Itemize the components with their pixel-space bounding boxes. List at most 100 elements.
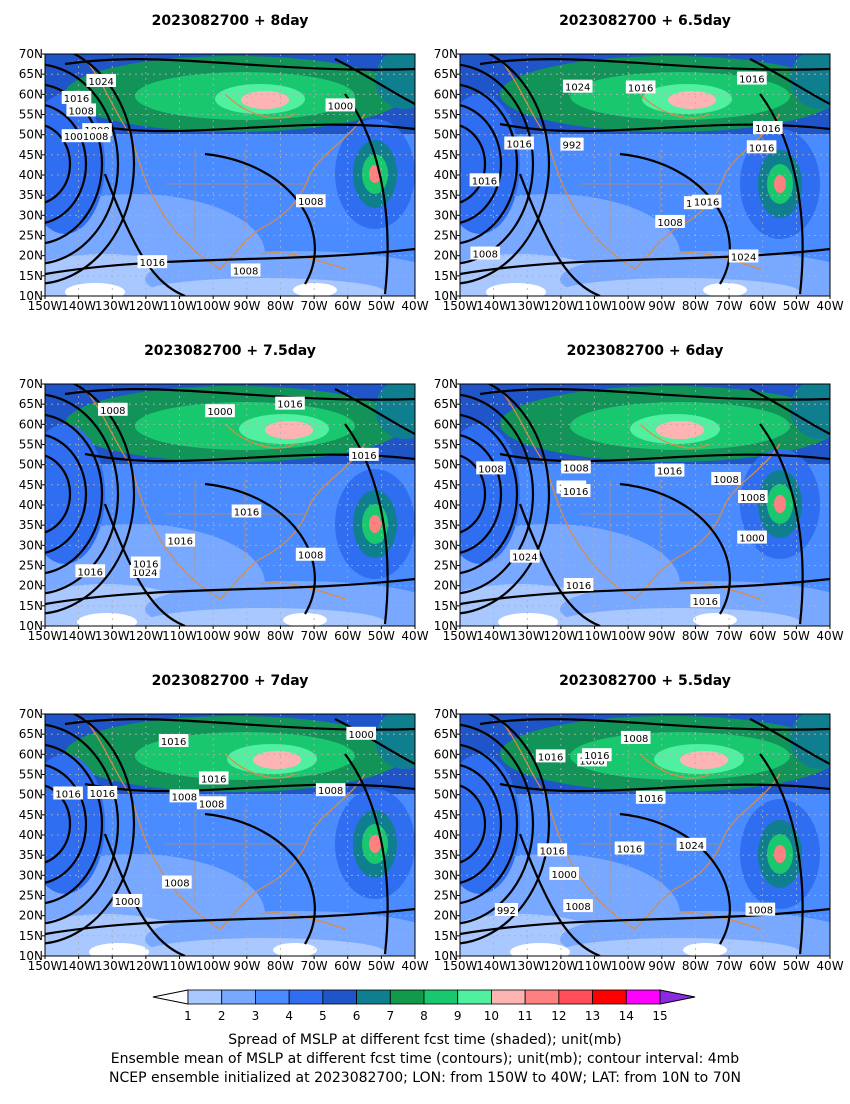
contour-label-box [635,790,666,804]
contour-label: 1016 [277,400,302,411]
contour-label: 992 [497,906,516,917]
shade-white-patch-1 [89,943,149,956]
contour-label-box [738,490,768,504]
y-tick-label: 55N [19,438,43,452]
y-tick-label: 70N [434,47,458,61]
y-tick-label: 55N [434,108,458,122]
isobar-pacific-high [45,83,104,245]
x-tick-label: 130W [510,629,545,643]
y-tick-label: 65N [434,397,458,411]
isobar-north-1 [479,58,830,71]
shade-white-patch-2 [683,943,727,956]
contour-label: 1000 [207,407,232,418]
isobar-atlantic [344,753,389,955]
y-tick-label: 30N [19,868,43,882]
colorbar-tick-label: 6 [353,1009,361,1023]
isobar-atlantic [759,93,804,295]
y-tick-label: 35N [434,188,458,202]
x-tick-label: 40W [816,299,843,313]
colorbar-tick-label: 2 [218,1009,226,1023]
contour-label: 1016 [563,487,588,498]
contour-label-box [61,90,92,104]
y-tick-label: 60N [434,87,458,101]
x-tick-label: 50W [783,629,810,643]
contour-label: 1008 [233,266,258,277]
contour-label: 1016 [55,789,80,800]
colorbar-swatch [423,989,459,1005]
y-tick-label: 60N [434,417,458,431]
isobar-south [45,247,415,276]
x-tick-label: 100W [611,629,646,643]
isobar-central [619,812,731,945]
x-tick-label: 110W [577,959,612,973]
y-tick-label: 30N [19,538,43,552]
x-tick-label: 50W [783,959,810,973]
isobar-pacific-high [460,743,519,905]
y-tick-label: 30N [434,538,458,552]
contour-label-box [98,402,128,416]
map-panel-4: 1016100010081024100810081008101610161016… [434,343,844,643]
contour-label: 1008 [563,463,588,474]
y-tick-label: 60N [434,747,458,761]
y-tick-label: 70N [19,707,43,721]
colorbar-tick-label: 13 [585,1009,600,1023]
contour-label-box [196,796,227,810]
x-tick-label: 120W [129,629,164,643]
contour-label-box [158,733,189,747]
x-tick-label: 70W [301,629,328,643]
contour-label: 1008 [579,756,604,767]
contour-label: 1000 [551,870,576,881]
contour-label-box [315,783,346,797]
contour-label-box [560,484,591,498]
shade-pink-core [253,751,301,769]
contour-label-box [537,843,568,857]
x-tick-label: 130W [510,299,545,313]
contour-label: 1016 [638,794,663,805]
x-tick-label: 120W [129,299,164,313]
y-tick-label: 70N [19,377,43,391]
contour-label: 1016 [161,737,186,748]
contour-label-box [469,173,500,187]
colorbar-tick-label: 4 [285,1009,293,1023]
y-tick-label: 20N [434,579,458,593]
isobar-atlantic [344,93,389,295]
y-tick-label: 60N [19,87,43,101]
contour-label: 1016 [472,176,497,187]
contour-label: 1016 [617,844,642,855]
x-tick-label: 50W [368,299,395,313]
x-tick-label: 130W [95,299,130,313]
contour-label: 1024 [132,568,157,579]
colorbar-tick-label: 5 [319,1009,327,1023]
hudson-bay-coast [639,423,711,449]
x-tick-label: 40W [816,629,843,643]
contour-label: 1008 [713,475,738,486]
contour-label-box [746,140,777,154]
shade-ne-corner [790,714,830,769]
y-tick-label: 45N [19,148,43,162]
shade-ne-corner [375,384,415,439]
x-tick-label: 40W [401,629,428,643]
x-tick-label: 140W [61,629,96,643]
x-tick-label: 140W [476,959,511,973]
y-tick-label: 25N [434,889,458,903]
contour-label-box [690,594,721,608]
caribbean-islands [259,912,346,930]
contour-label: 1008 [657,218,682,229]
caption-line-3: NCEP ensemble initialized at 2023082700;… [109,1070,741,1086]
colorbar-swatch [491,989,526,1005]
y-tick-label: 45N [19,808,43,822]
colorbar-over-arrow [659,989,696,1005]
contour-label-box [737,71,767,85]
map-panel-2: 1008992100010081024101610161024101610161… [434,13,844,313]
contour-label: 1016 [628,83,653,94]
isobar-north-1 [64,58,415,71]
contour-label: 1024 [679,841,704,852]
colorbar-tick-label: 10 [484,1009,499,1023]
contour-label-box [349,447,379,461]
contour-label: 1008 [740,493,765,504]
colorbar-tick-label: 7 [386,1009,394,1023]
isobar-south [45,577,415,606]
shade-white-patch-1 [498,613,558,626]
contour-label-box [560,137,584,151]
